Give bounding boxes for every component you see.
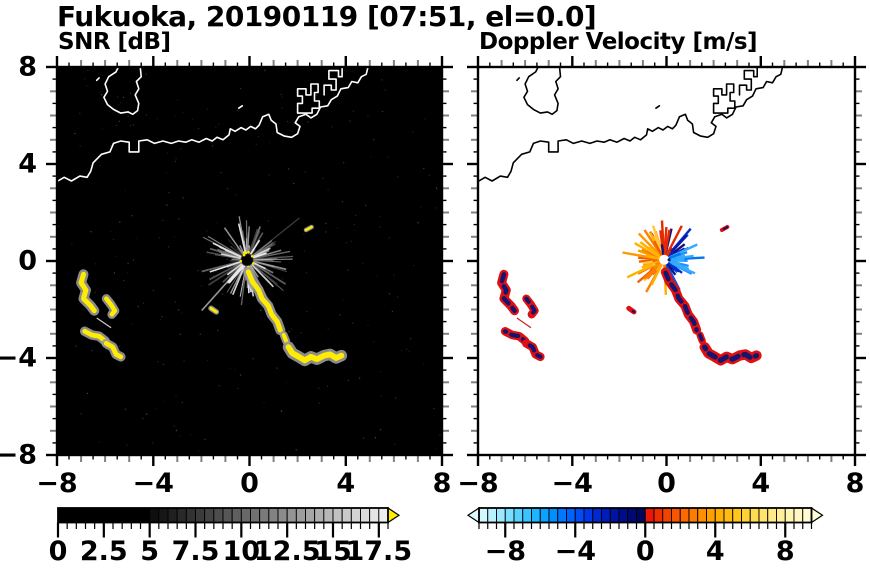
vel-x-tick-label: 8 bbox=[845, 468, 865, 499]
vel-colorbar-tick-label: −8 bbox=[485, 536, 526, 567]
coastline bbox=[478, 67, 784, 183]
snr-x-tick-label: 0 bbox=[240, 468, 259, 499]
vel-colorbar-tick-label: 8 bbox=[776, 536, 795, 567]
snr-colorbar-tick-label: 2.5 bbox=[80, 536, 128, 567]
y-tick-label: −8 bbox=[0, 439, 37, 471]
snr-echo-shapes bbox=[76, 224, 348, 367]
snr-plot bbox=[46, 56, 453, 466]
y-tick-label: 4 bbox=[18, 148, 37, 180]
snr-colorbar-tick-label: 5 bbox=[140, 536, 159, 567]
vel-x-tick-label: 4 bbox=[751, 468, 771, 499]
snr-colorbar-tick-label: 15 bbox=[314, 536, 352, 567]
vel-panel-title: Doppler Velocity [m/s] bbox=[479, 29, 758, 55]
y-tick-label: 0 bbox=[18, 245, 37, 277]
snr-x-tick-label: 4 bbox=[336, 468, 356, 499]
vel-x-tick-label: −8 bbox=[457, 468, 499, 499]
snr-x-tick-label: 8 bbox=[432, 468, 452, 499]
snr-panel-title: SNR [dB] bbox=[58, 29, 171, 55]
snr-x-tick-label: −8 bbox=[36, 468, 78, 499]
vel-plot bbox=[467, 56, 866, 466]
snr-colorbar-tick-label: 0 bbox=[49, 536, 68, 567]
vel-x-tick-label: 0 bbox=[657, 468, 676, 499]
vel-echo-shapes bbox=[497, 225, 762, 366]
snr-x-tick-label: −4 bbox=[132, 468, 174, 499]
snr-plot-content bbox=[57, 67, 442, 455]
figure-title: Fukuoka, 20190119 [07:51, el=0.0] bbox=[57, 0, 597, 33]
vel-x-tick-label: −4 bbox=[551, 468, 593, 499]
vel-colorbar-tick-label: −4 bbox=[555, 536, 596, 567]
snr-colorbar-tick-label: 7.5 bbox=[172, 536, 220, 567]
y-tick-label: 8 bbox=[18, 51, 37, 83]
vel-radar-burst bbox=[622, 220, 705, 295]
vel-colorbar-tick-label: 0 bbox=[636, 536, 655, 567]
vel-plot-content bbox=[478, 67, 855, 455]
y-tick-label: −4 bbox=[0, 342, 37, 374]
snr-colorbar-tick-label: 12.5 bbox=[254, 536, 321, 567]
vel-colorbar-tick-label: 4 bbox=[706, 536, 725, 567]
snr-colorbar-tick-label: 17.5 bbox=[345, 536, 412, 567]
coastline bbox=[57, 67, 369, 183]
vel-colorbar: −8 −4 0 4 8 bbox=[466, 506, 824, 567]
snr-colorbar-tick-label: 10 bbox=[223, 536, 261, 567]
